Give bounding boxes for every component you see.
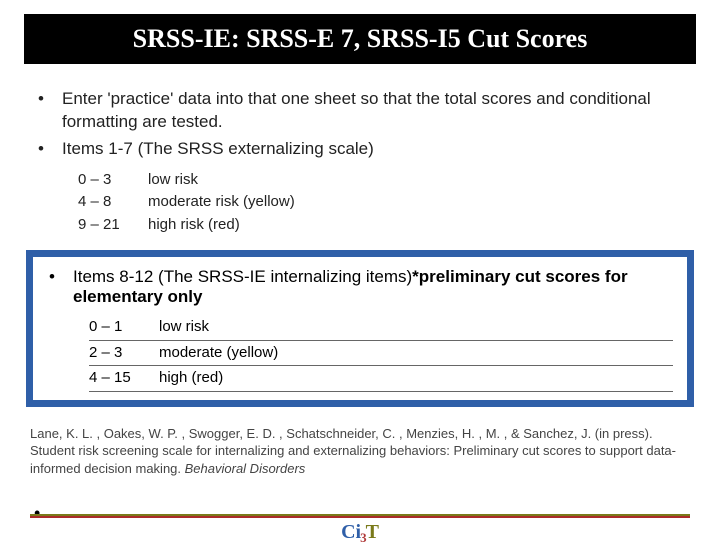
table-row: 0 – 3 low risk: [78, 169, 684, 192]
bullet-text: Items 1-7 (The SRSS externalizing scale): [62, 138, 684, 161]
slide-title: SRSS-IE: SRSS-E 7, SRSS-I5 Cut Scores: [24, 14, 696, 64]
footer: • Ci3T: [0, 502, 720, 546]
table-row: 9 – 21 high risk (red): [78, 214, 684, 237]
label-cell: moderate risk (yellow): [148, 191, 295, 214]
internalizing-table: 0 – 1 low risk 2 – 3 moderate (yellow) 4…: [89, 315, 673, 392]
table-row: 4 – 8 moderate risk (yellow): [78, 191, 684, 214]
citation-journal: Behavioral Disorders: [185, 461, 306, 476]
label-cell: high (red): [159, 367, 223, 390]
citation: Lane, K. L. , Oakes, W. P. , Swogger, E.…: [0, 417, 720, 478]
table-row: 0 – 1 low risk: [89, 315, 673, 341]
citation-text: Lane, K. L. , Oakes, W. P. , Swogger, E.…: [30, 426, 676, 476]
range-cell: 9 – 21: [78, 214, 148, 237]
internalizing-box: • Items 8-12 (The SRSS-IE internalizing …: [26, 250, 694, 407]
externalizing-table: 0 – 3 low risk 4 – 8 moderate risk (yell…: [78, 169, 684, 237]
bullet-item: • Items 1-7 (The SRSS externalizing scal…: [36, 138, 684, 161]
content-area: • Enter 'practice' data into that one sh…: [0, 64, 720, 236]
label-cell: moderate (yellow): [159, 342, 278, 365]
logo: Ci3T: [331, 521, 389, 544]
range-cell: 2 – 3: [89, 342, 159, 365]
range-cell: 0 – 1: [89, 316, 159, 339]
bullet-marker: •: [36, 138, 62, 161]
bullet-prefix: Items 8-12 (The SRSS-IE internalizing it…: [73, 267, 412, 286]
bullet-marker: •: [47, 267, 73, 307]
range-cell: 4 – 15: [89, 367, 159, 390]
bullet-text: Enter 'practice' data into that one shee…: [62, 88, 684, 134]
label-cell: low risk: [159, 316, 209, 339]
logo-three: 3: [360, 530, 367, 545]
range-cell: 4 – 8: [78, 191, 148, 214]
bullet-marker: •: [36, 88, 62, 134]
bullet-item: • Items 8-12 (The SRSS-IE internalizing …: [47, 267, 673, 307]
divider-line: [30, 516, 690, 518]
range-cell: 0 – 3: [78, 169, 148, 192]
bullet-item: • Enter 'practice' data into that one sh…: [36, 88, 684, 134]
label-cell: low risk: [148, 169, 198, 192]
label-cell: high risk (red): [148, 214, 240, 237]
table-row: 2 – 3 moderate (yellow): [89, 341, 673, 367]
bullet-text: Items 8-12 (The SRSS-IE internalizing it…: [73, 267, 673, 307]
table-row: 4 – 15 high (red): [89, 366, 673, 392]
